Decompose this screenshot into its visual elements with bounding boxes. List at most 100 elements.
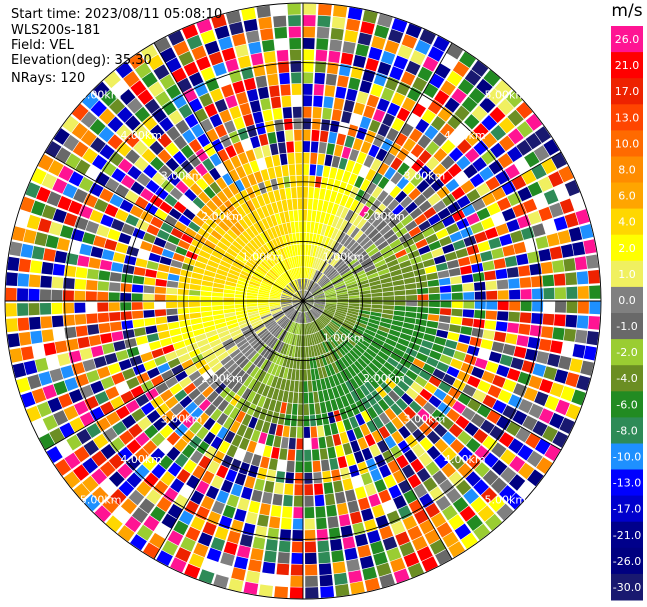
velocity-gate [224, 390, 236, 403]
velocity-gate [419, 422, 433, 436]
velocity-gate [296, 438, 303, 450]
velocity-gate [319, 574, 333, 587]
velocity-gate [440, 80, 456, 96]
velocity-gate [296, 323, 300, 335]
velocity-gate [323, 327, 332, 338]
azimuth-line [44, 151, 304, 302]
velocity-gate [100, 444, 116, 460]
velocity-gate [324, 308, 336, 313]
velocity-gate [437, 322, 450, 331]
velocity-gate [433, 423, 448, 438]
velocity-gate [109, 193, 124, 208]
velocity-gate [220, 334, 232, 343]
velocity-gate [159, 117, 174, 132]
nrays-label: NRays: 120 [11, 71, 86, 86]
velocity-gate [348, 173, 358, 186]
velocity-gate [520, 301, 532, 312]
velocity-gate [312, 307, 322, 315]
velocity-gate [41, 261, 54, 275]
velocity-gate [277, 413, 286, 425]
velocity-gate [508, 438, 524, 454]
velocity-gate [166, 315, 179, 323]
velocity-gate [292, 198, 298, 210]
velocity-gate [157, 362, 171, 374]
velocity-gate [128, 52, 146, 70]
velocity-gate [140, 188, 154, 202]
velocity-gate [246, 390, 257, 403]
velocity-gate [406, 301, 418, 307]
velocity-gate [46, 355, 60, 370]
velocity-gate [143, 310, 155, 318]
velocity-gate [308, 187, 314, 199]
velocity-gate [263, 276, 274, 284]
velocity-gate [116, 141, 132, 157]
velocity-gate [338, 157, 348, 170]
velocity-gate [60, 225, 74, 239]
velocity-gate [372, 373, 384, 386]
velocity-gate [194, 108, 208, 123]
velocity-gate [463, 488, 479, 505]
velocity-gate [223, 308, 236, 314]
velocity-gate [471, 327, 484, 338]
velocity-gate [190, 450, 204, 464]
velocity-gate [163, 487, 179, 503]
velocity-gate [287, 368, 293, 380]
velocity-gate [331, 469, 341, 482]
velocity-gate [431, 247, 444, 258]
velocity-gate [278, 224, 285, 236]
velocity-gate [440, 53, 457, 70]
velocity-gate [504, 255, 518, 268]
velocity-gate [375, 203, 387, 216]
velocity-gate [269, 85, 280, 98]
velocity-gate [225, 281, 237, 287]
velocity-gate [266, 228, 275, 240]
velocity-gate [300, 244, 303, 256]
velocity-gate [294, 293, 303, 301]
velocity-gate [457, 463, 473, 479]
velocity-gate [155, 523, 172, 539]
velocity-gate [63, 314, 75, 327]
velocity-gate [309, 175, 316, 187]
velocity-gate [330, 399, 339, 411]
velocity-gate [303, 323, 305, 335]
velocity-gate [319, 316, 329, 325]
velocity-gate [201, 285, 213, 292]
velocity-gate [259, 232, 269, 244]
velocity-gate [149, 532, 166, 549]
velocity-gate [267, 336, 277, 347]
velocity-gate [98, 126, 115, 143]
velocity-gate [367, 247, 379, 257]
velocity-gate [391, 92, 406, 107]
velocity-gate [205, 485, 220, 500]
velocity-gate [536, 457, 553, 474]
velocity-gate [485, 280, 497, 290]
velocity-gate [271, 267, 280, 277]
velocity-gate [376, 562, 392, 577]
velocity-gate [306, 358, 311, 369]
velocity-gate [454, 523, 472, 540]
velocity-gate [227, 322, 239, 330]
velocity-gate [151, 432, 166, 447]
velocity-gate [439, 315, 451, 324]
velocity-gate [364, 381, 375, 393]
velocity-gate [360, 257, 372, 267]
velocity-gate [390, 324, 403, 332]
velocity-gate [458, 256, 471, 267]
velocity-gate [295, 279, 300, 291]
velocity-gate [219, 260, 232, 269]
velocity-gate [296, 267, 300, 279]
velocity-gate [284, 288, 294, 295]
velocity-gate [154, 286, 167, 294]
velocity-gate [290, 221, 296, 234]
velocity-gate [451, 186, 466, 200]
velocity-gate [158, 439, 173, 454]
velocity-gate [371, 292, 383, 297]
velocity-gate [343, 368, 353, 380]
colorbar-cell [611, 260, 643, 288]
velocity-gate [153, 480, 169, 496]
velocity-gate [177, 301, 189, 308]
velocity-gate [9, 348, 23, 363]
velocity-gate [335, 397, 344, 410]
velocity-gate [143, 293, 155, 301]
velocity-gate [248, 41, 262, 55]
